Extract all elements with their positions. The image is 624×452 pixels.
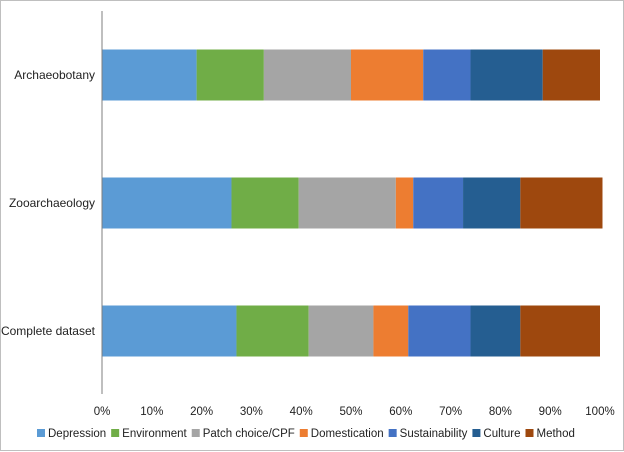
bar-segment-archaeobotany-sustainability <box>423 49 471 101</box>
legend-swatch-environment <box>111 429 120 437</box>
legend-label-sustainability: Sustainability <box>400 428 468 440</box>
legend-label-environment: Environment <box>122 428 187 440</box>
legend-label-domestication: Domestication <box>311 428 384 440</box>
x-tick-label: 60% <box>389 406 412 418</box>
bar-segment-complete-dataset-method <box>520 305 600 357</box>
bar-segment-zooarchaeology-domestication <box>395 177 414 229</box>
bar-segment-archaeobotany-method <box>542 49 600 101</box>
x-tick-label: 30% <box>240 406 263 418</box>
bar-segment-complete-dataset-depression <box>102 305 237 357</box>
legend-label-patch-choice-cpf: Patch choice/CPF <box>203 428 295 440</box>
category-labels: Archaeobotany Zooarchaeology Complete data… <box>1 68 96 338</box>
bar-segment-complete-dataset-environment <box>236 305 309 357</box>
bar-segment-zooarchaeology-sustainability <box>413 177 464 229</box>
legend-swatch-domestication <box>299 429 308 437</box>
x-tick-label: 100% <box>585 406 614 418</box>
legend-label-culture: Culture <box>483 428 520 440</box>
bar-segment-zooarchaeology-method <box>520 177 603 229</box>
x-tick-label: 40% <box>290 406 313 418</box>
legend: Depression Environment Patch choice/CPF Dom… <box>37 428 575 440</box>
x-tick-label: 90% <box>539 406 562 418</box>
legend-swatch-method <box>525 429 534 437</box>
legend-swatch-culture <box>472 429 481 437</box>
x-tick-label: 50% <box>339 406 362 418</box>
legend-swatch-sustainability <box>388 429 397 437</box>
x-tick-label: 80% <box>489 406 512 418</box>
category-label-zooarchaeology: Zooarchaeology <box>9 196 95 210</box>
bar-segment-zooarchaeology-environment <box>231 177 299 229</box>
bar-segment-zooarchaeology-culture <box>463 177 521 229</box>
bar-segment-archaeobotany-environment <box>196 49 264 101</box>
bar-segment-archaeobotany-culture <box>470 49 543 101</box>
x-tick-labels: 0% 10% 20% 30% 40% 50% 60% 70% 80% 90% 100% <box>94 406 615 418</box>
bar-segment-complete-dataset-domestication <box>373 305 409 357</box>
bar-segment-zooarchaeology-depression <box>102 177 232 229</box>
legend-swatch-patch-choice-cpf <box>191 429 200 437</box>
bar-segment-archaeobotany-patch-choice-cpf <box>263 49 351 101</box>
legend-label-depression: Depression <box>48 428 106 440</box>
legend-label-method: Method <box>537 428 575 440</box>
bar-segment-complete-dataset-sustainability <box>408 305 471 357</box>
bar-segment-complete-dataset-patch-choice-cpf <box>308 305 374 357</box>
category-label-complete-dataset: Complete dataset <box>1 324 96 338</box>
legend-swatch-depression <box>37 429 45 437</box>
bar-segment-complete-dataset-culture <box>470 305 521 357</box>
x-tick-label: 10% <box>140 406 163 418</box>
x-tick-label: 70% <box>439 406 462 418</box>
bars-group <box>102 49 603 357</box>
category-label-archaeobotany: Archaeobotany <box>14 68 95 82</box>
x-tick-label: 0% <box>94 406 111 418</box>
bar-segment-zooarchaeology-patch-choice-cpf <box>298 177 396 229</box>
x-tick-label: 20% <box>190 406 213 418</box>
bar-segment-archaeobotany-domestication <box>351 49 424 101</box>
bar-segment-archaeobotany-depression <box>102 49 197 101</box>
